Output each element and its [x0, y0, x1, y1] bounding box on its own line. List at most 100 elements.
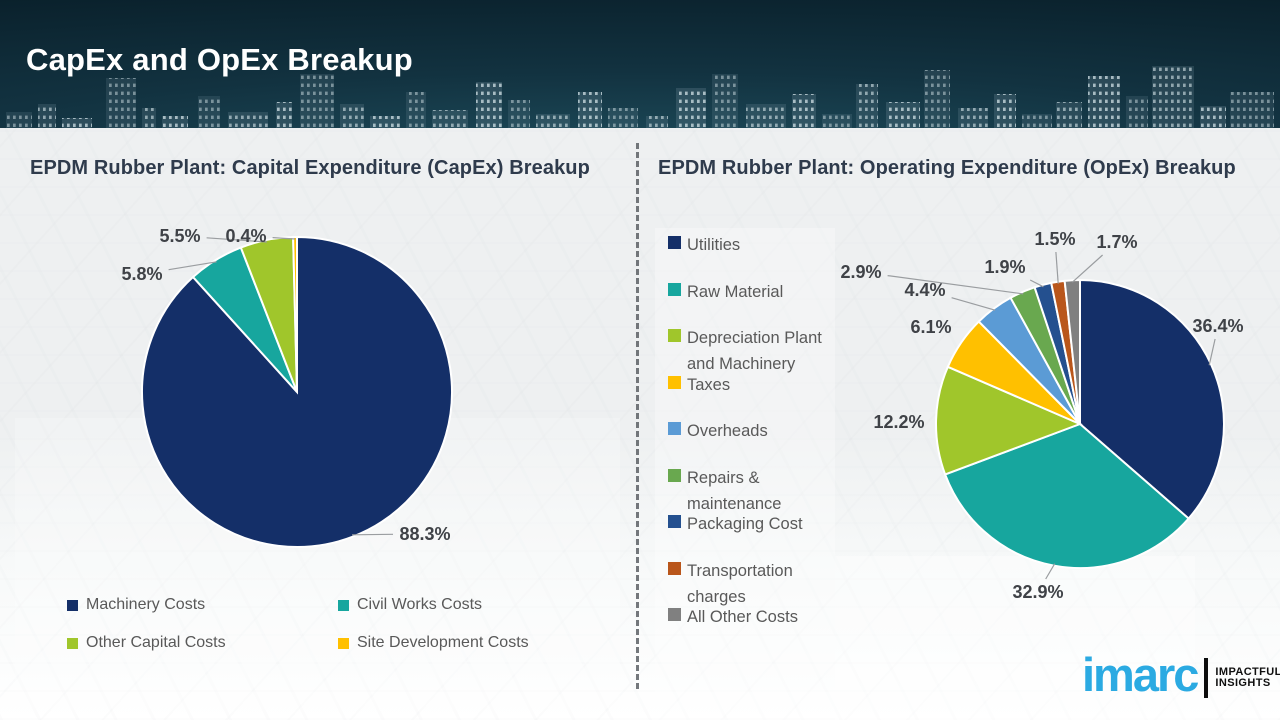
- skyline-building: [340, 104, 364, 128]
- imarc-logo-text: imarc: [1082, 648, 1199, 702]
- leader-line-other-capital-costs: [206, 237, 267, 243]
- data-label-all-other-costs: 1.7%: [1096, 232, 1137, 252]
- skyline-building: [142, 108, 156, 128]
- leader-line-packaging-cost: [1029, 279, 1044, 288]
- legend-color-swatch: [67, 637, 78, 649]
- skyline-building: [276, 102, 292, 128]
- skyline-building: [856, 84, 878, 128]
- skyline-building: [792, 94, 816, 128]
- data-label-site-development-costs: 0.4%: [225, 226, 266, 246]
- skyline-building: [1230, 92, 1274, 128]
- legend-color-swatch: [668, 515, 681, 528]
- legend-color-swatch: [668, 422, 681, 435]
- data-label-machinery-costs: 88.3%: [399, 524, 450, 544]
- data-label-raw-material: 32.9%: [1012, 582, 1063, 602]
- legend-color-swatch: [668, 608, 681, 621]
- legend-label: Other Capital Costs: [86, 634, 226, 651]
- content: EPDM Rubber Plant: Capital Expenditure (…: [0, 128, 1280, 720]
- skyline-building: [1056, 102, 1082, 128]
- legend-item-site-development-costs: Site Development Costs: [338, 634, 529, 652]
- skyline-building: [1126, 96, 1148, 128]
- skyline-building: [886, 102, 920, 128]
- leader-line-repairs-maintenance: [887, 275, 1024, 295]
- leader-line-civil-works-costs: [168, 261, 217, 271]
- legend-label: Repairs & maintenance: [687, 468, 782, 513]
- pie-slice-raw-material: [943, 422, 1191, 569]
- legend-label: Utilities: [687, 236, 741, 254]
- legend-color-swatch: [668, 236, 681, 249]
- data-label-other-capital-costs: 5.5%: [159, 226, 200, 246]
- data-label-overheads: 4.4%: [904, 280, 945, 300]
- skyline-building: [198, 96, 220, 128]
- data-label-taxes: 6.1%: [910, 317, 951, 337]
- skyline-building: [106, 78, 136, 128]
- skyline-building: [1200, 106, 1226, 128]
- legend-item-overheads: Overheads: [668, 408, 845, 455]
- skyline-building: [646, 116, 668, 128]
- opex-legend: Utilities Raw Material Depreciation Plant …: [668, 222, 845, 641]
- legend-label: All Other Costs: [687, 608, 798, 626]
- legend-item-civil-works-costs: Civil Works Costs: [338, 596, 529, 614]
- header: CapEx and OpEx Breakup: [0, 0, 1280, 128]
- legend-item-utilities: Utilities: [668, 222, 845, 269]
- legend-color-swatch: [668, 329, 681, 342]
- legend-item-taxes: Taxes: [668, 362, 845, 409]
- legend-label: Raw Material: [687, 282, 784, 301]
- data-label-packaging-cost: 1.9%: [984, 257, 1025, 277]
- data-label-repairs-maintenance: 2.9%: [840, 262, 881, 282]
- skyline-building: [712, 74, 738, 128]
- skyline-building: [228, 112, 268, 128]
- skyline-building: [406, 92, 426, 128]
- leader-line-raw-material: [1045, 563, 1056, 580]
- data-label-civil-works-costs: 5.8%: [121, 264, 162, 284]
- legend-item-other-capital-costs: Other Capital Costs: [67, 634, 338, 652]
- opex-pie-chart: 36.4% 32.9% 12.2% 6.1% 4.4% 2.9% 1.9% 1.5% 1.7%: [840, 229, 1243, 602]
- legend-color-swatch: [67, 599, 78, 611]
- skyline-building: [822, 114, 852, 128]
- skyline-building: [924, 70, 950, 128]
- legend-label: Transportation charges: [687, 561, 793, 606]
- imarc-logo: imarc IMPACTFUL INSIGHTS: [1082, 648, 1280, 702]
- skyline-building: [676, 88, 706, 128]
- leader-line-transportation-charges: [1055, 251, 1059, 284]
- pie-slice-utilities: [1079, 278, 1225, 520]
- skyline-building: [162, 116, 188, 128]
- legend-label: Civil Works Costs: [357, 596, 483, 613]
- legend-color-swatch: [668, 561, 681, 575]
- capex-title: EPDM Rubber Plant: Capital Expenditure (…: [30, 157, 590, 179]
- legend-item-machinery-costs: Machinery Costs: [67, 596, 338, 614]
- skyline-building: [370, 116, 400, 128]
- skyline-building: [958, 108, 988, 128]
- pie-slice-site-development-costs: [292, 235, 298, 393]
- capex-legend: Machinery Costs Civil Works Costs Other Ca…: [67, 586, 529, 662]
- skyline-building: [6, 112, 32, 128]
- leader-line-all-other-costs: [1071, 254, 1104, 283]
- skyline-building: [578, 92, 602, 128]
- legend-color-swatch: [668, 375, 681, 389]
- data-label-utilities: 36.4%: [1192, 316, 1243, 336]
- skyline-building: [432, 110, 468, 128]
- skyline-building: [476, 82, 502, 128]
- legend-item-packaging-cost: Packaging Cost: [668, 501, 845, 548]
- legend-label: Depreciation Plant and Machinery: [687, 329, 822, 373]
- legend-item-repairs-maintenance: Repairs & maintenance: [668, 455, 845, 513]
- data-label-depreciation-plant-and-machinery: 12.2%: [873, 412, 924, 432]
- skyline-building: [38, 104, 56, 128]
- legend-color-swatch: [338, 599, 349, 611]
- leader-line-overheads: [951, 297, 996, 311]
- logo-tagline-line1: IMPACTFUL: [1215, 665, 1280, 678]
- skyline-building: [608, 108, 638, 128]
- legend-color-swatch: [668, 468, 681, 482]
- legend-label: Packaging Cost: [687, 515, 803, 533]
- legend-color-swatch: [338, 637, 349, 649]
- skyline-building: [994, 94, 1016, 128]
- legend-item-all-other-costs: All Other Costs: [668, 594, 845, 641]
- pie-slice-all-other-costs: [1063, 278, 1081, 425]
- pie-slice-depreciation-plant-and-machinery: [935, 365, 1083, 476]
- skyline-building: [1152, 66, 1194, 128]
- data-label-transportation-charges: 1.5%: [1034, 229, 1075, 249]
- skyline-building: [536, 114, 570, 128]
- legend-label: Site Development Costs: [357, 634, 529, 651]
- page-title: CapEx and OpEx Breakup: [26, 42, 413, 77]
